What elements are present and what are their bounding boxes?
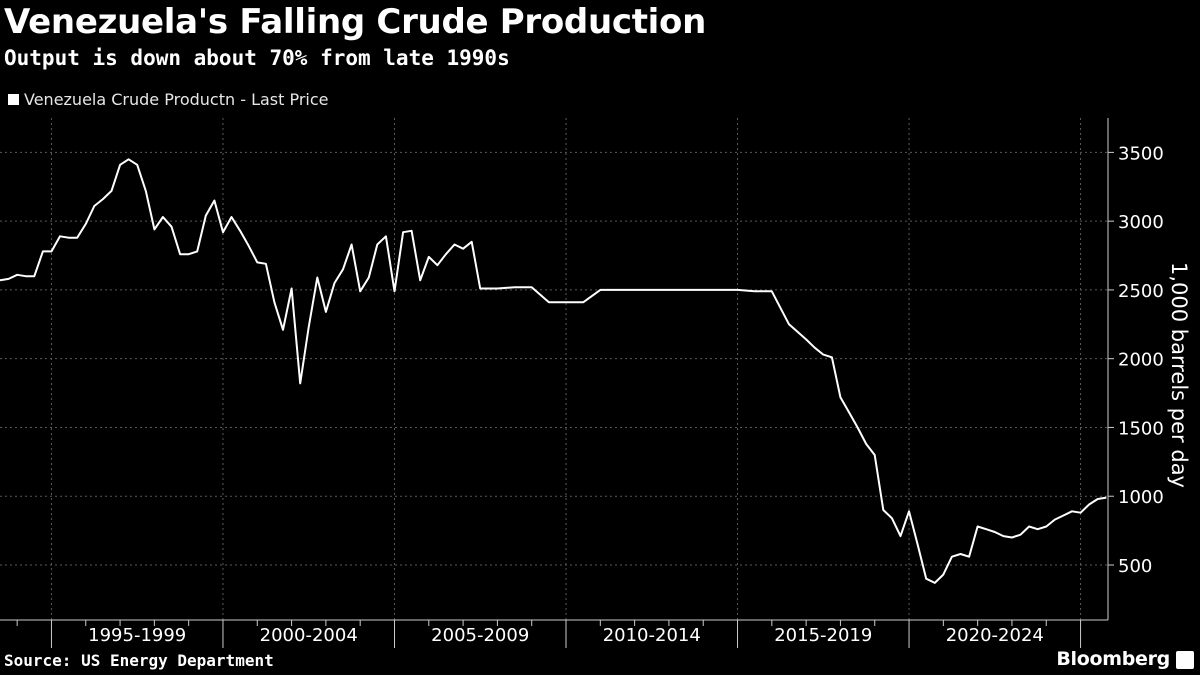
bloomberg-logo-icon — [1176, 651, 1194, 669]
brand-logo-text: Bloomberg — [1056, 648, 1170, 670]
x-tick-label: 2000-2004 — [260, 625, 358, 646]
y-tick-label: 500 — [1118, 556, 1152, 577]
x-tick-label: 2015-2019 — [774, 625, 872, 646]
y-tick-label: 1000 — [1118, 487, 1164, 508]
legend-swatch — [8, 94, 19, 105]
legend: Venezuela Crude Productn - Last Price — [8, 90, 329, 109]
x-tick-label: 2005-2009 — [431, 625, 529, 646]
axes: 500 1000 1500 2000 2500 3000 3500 1995-1999 2000… — [0, 118, 1164, 648]
y-tick-label: 3000 — [1118, 212, 1164, 233]
x-tick-label: 2010-2014 — [603, 625, 701, 646]
y-tick-label: 1500 — [1118, 418, 1164, 439]
x-tick-label: 2020-2024 — [946, 625, 1044, 646]
series-layer — [0, 158, 1107, 584]
source-note: Source: US Energy Department — [4, 651, 274, 670]
series-line — [0, 158, 1107, 584]
y-tick-label: 2000 — [1118, 350, 1164, 371]
y-axis-label: 1,000 barrels per day — [1167, 262, 1191, 488]
legend-label: Venezuela Crude Productn - Last Price — [24, 90, 329, 109]
grid — [0, 118, 1108, 620]
x-tick-label: 1995-1999 — [88, 625, 186, 646]
chart-subtitle: Output is down about 70% from late 1990s — [4, 46, 510, 70]
y-tick-label: 2500 — [1118, 281, 1164, 302]
chart-title: Venezuela's Falling Crude Production — [4, 2, 707, 42]
y-tick-label: 3500 — [1118, 143, 1164, 164]
